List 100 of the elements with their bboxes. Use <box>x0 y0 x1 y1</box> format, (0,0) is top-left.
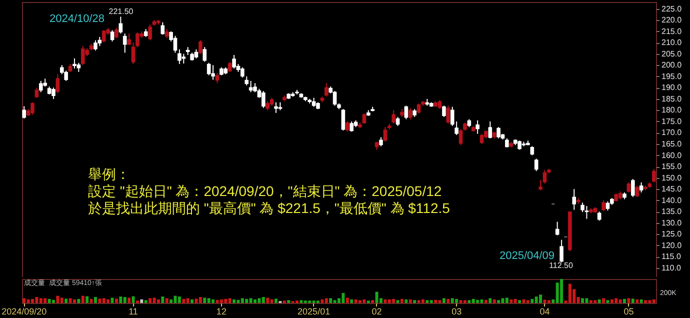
annotation: 2025/04/09 <box>499 250 555 262</box>
bar <box>354 299 358 303</box>
bar <box>652 299 656 303</box>
candlestick <box>488 120 492 139</box>
bar <box>450 298 454 303</box>
y-tick-label: 170.0 <box>662 128 682 138</box>
x-tick-label: 05 <box>624 306 634 316</box>
annotation: 2024/10/28 <box>49 13 105 25</box>
bar <box>165 298 168 303</box>
bar <box>518 300 522 303</box>
candlestick <box>240 66 244 78</box>
bar <box>152 298 156 303</box>
candlestick <box>324 82 328 98</box>
candlestick <box>341 108 346 131</box>
bar <box>110 298 114 303</box>
bar <box>56 296 60 303</box>
bar <box>442 298 446 303</box>
candlestick <box>215 72 220 84</box>
bar <box>510 299 513 303</box>
bar <box>35 297 38 303</box>
bar <box>497 300 500 303</box>
candlestick <box>148 24 152 41</box>
candlestick <box>206 62 211 76</box>
candlestick <box>542 169 547 184</box>
candlestick <box>560 239 564 263</box>
y-tick-label: 125.0 <box>662 230 682 239</box>
candlestick <box>572 188 576 210</box>
bar <box>207 298 210 303</box>
bar <box>86 296 89 303</box>
bar <box>501 298 504 303</box>
y-tick-label: 155.0 <box>662 162 682 172</box>
candlestick <box>118 16 123 34</box>
bar <box>640 299 643 303</box>
x-tick-label: 2025/01 <box>298 306 330 316</box>
bar <box>324 298 328 303</box>
bar <box>388 299 391 303</box>
candlestick <box>22 106 26 120</box>
bar <box>463 300 466 303</box>
candlestick <box>38 80 43 93</box>
candlestick <box>538 180 542 191</box>
bar <box>30 298 34 303</box>
bar <box>472 298 475 303</box>
bar <box>539 294 542 303</box>
bar <box>404 299 408 303</box>
bar <box>220 299 223 303</box>
bar <box>52 300 55 303</box>
y-tick-label: 185.0 <box>662 94 682 104</box>
bar <box>333 300 336 303</box>
candlestick <box>182 53 186 64</box>
bar <box>358 300 362 303</box>
candlestick <box>211 64 215 80</box>
bar <box>430 300 433 303</box>
bar <box>375 292 378 303</box>
bar <box>560 279 564 303</box>
bar <box>631 298 634 303</box>
bar <box>228 298 232 303</box>
candlestick <box>194 48 198 59</box>
candlestick <box>392 110 396 124</box>
candlestick <box>438 100 442 110</box>
candlestick <box>56 74 60 94</box>
candlestick <box>202 46 207 62</box>
bar <box>90 298 93 303</box>
y-tick-label: 220.0 <box>662 16 682 25</box>
candlestick <box>379 136 383 147</box>
bar <box>128 298 131 303</box>
candlestick <box>114 27 118 39</box>
bar <box>505 298 508 303</box>
y-tick-label: 215.0 <box>662 26 682 36</box>
bar <box>94 297 97 303</box>
candlestick <box>534 158 538 172</box>
bar <box>636 299 639 303</box>
bar <box>287 300 290 303</box>
bar <box>543 300 546 303</box>
bar <box>26 299 30 303</box>
bar <box>488 298 492 303</box>
y-tick-label: 110.0 <box>662 263 682 272</box>
candlestick <box>127 33 131 46</box>
bar <box>39 298 42 303</box>
bar <box>547 300 550 303</box>
bar <box>236 300 240 303</box>
candlestick <box>274 102 278 114</box>
bar <box>417 300 420 303</box>
annotation: 於是找出此期間的 "最高價" 為 $221.5，"最低價" 為 $112.5 <box>88 200 450 216</box>
y-tick-label: 225.0 <box>662 4 682 14</box>
candlestick <box>442 105 446 118</box>
annotation: 221.50 <box>108 7 134 16</box>
candlestick <box>602 200 606 212</box>
y-tick-label: 120.0 <box>662 240 682 250</box>
candlestick <box>122 33 127 54</box>
y-tick-label: 175.0 <box>662 116 682 126</box>
candlestick <box>606 200 610 212</box>
candlestick <box>652 168 656 183</box>
bar <box>446 298 450 303</box>
candlestick <box>626 182 631 193</box>
candlestick <box>102 30 106 44</box>
candlestick <box>505 138 509 148</box>
candlestick <box>631 178 635 198</box>
bar <box>455 298 458 303</box>
y-tick-label: 200.0 <box>662 60 682 70</box>
candlestick <box>480 133 484 145</box>
